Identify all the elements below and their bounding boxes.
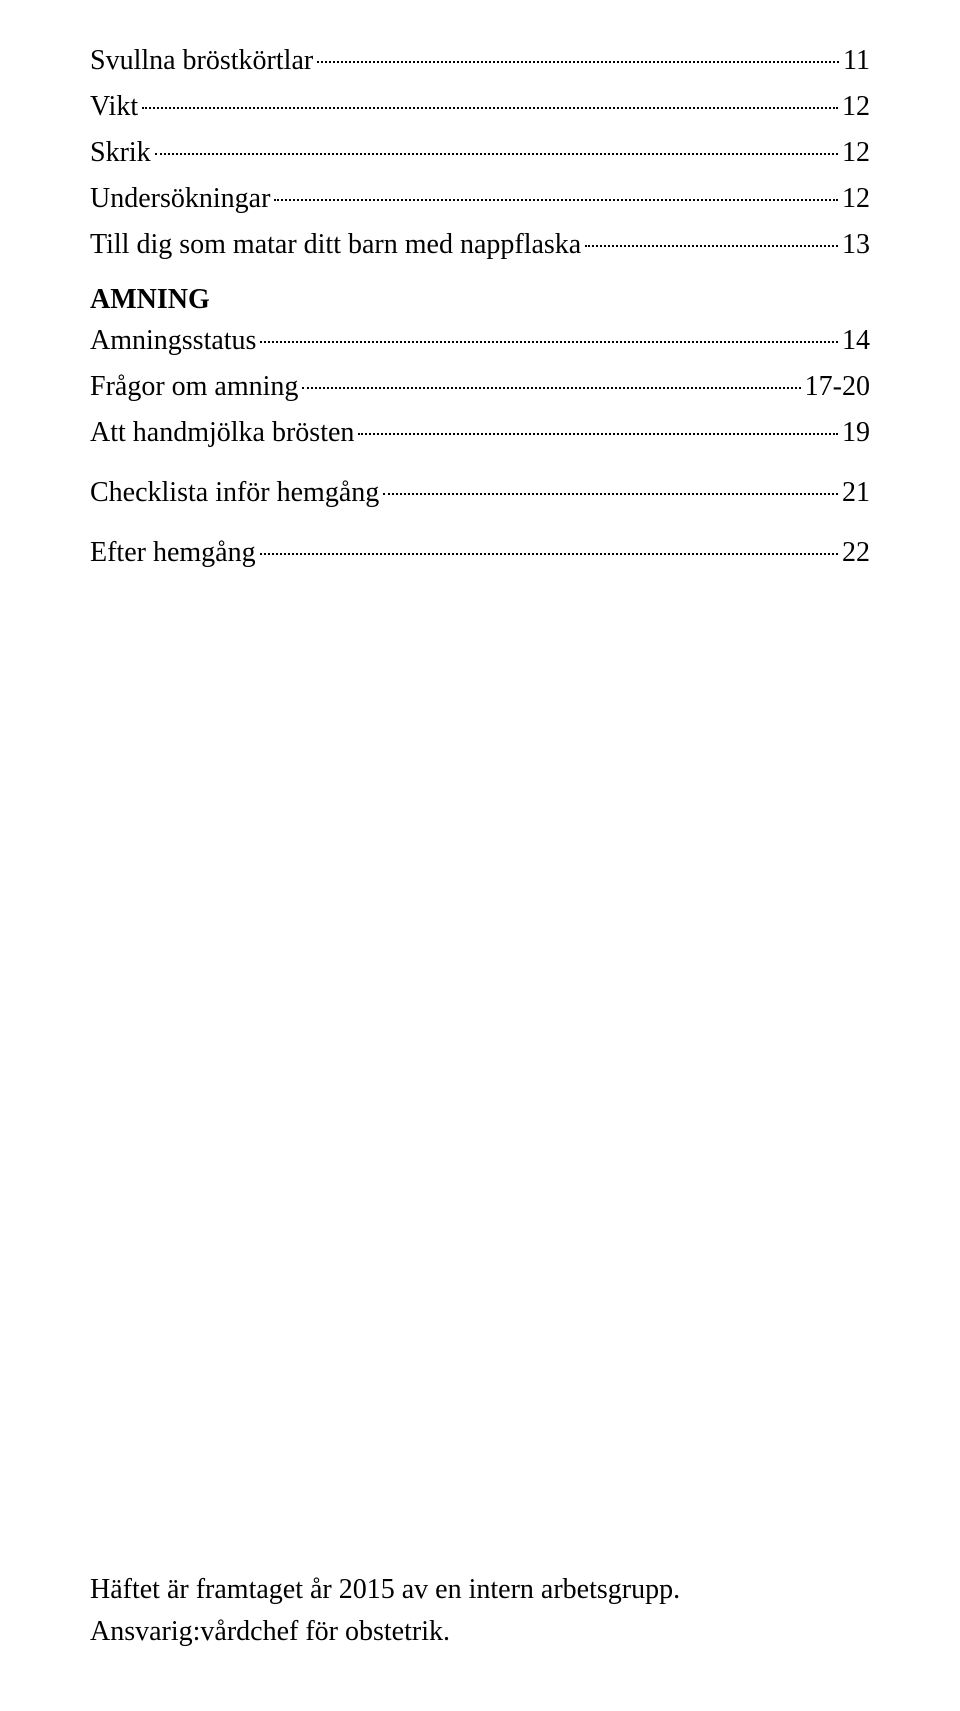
toc-leader-dots <box>585 245 838 247</box>
toc-page-number: 12 <box>842 86 870 128</box>
toc-label: Frågor om amning <box>90 366 298 408</box>
toc-leader-dots <box>383 493 838 495</box>
toc-entry: Vikt 12 <box>90 86 870 128</box>
toc-page-number: 12 <box>842 132 870 174</box>
toc-entry: Skrik 12 <box>90 132 870 174</box>
toc-label: Undersökningar <box>90 178 270 220</box>
toc-page-number: 22 <box>842 532 870 574</box>
toc-leader-dots <box>274 199 838 201</box>
toc-page-number: 17-20 <box>805 366 870 408</box>
section-heading-amning: AMNING <box>90 284 870 316</box>
toc-entry: Att handmjölka brösten 19 <box>90 412 870 454</box>
toc-entry: Undersökningar 12 <box>90 178 870 220</box>
toc-entry: Efter hemgång 22 <box>90 532 870 574</box>
toc-entry: Till dig som matar ditt barn med nappfla… <box>90 224 870 266</box>
toc-label: Till dig som matar ditt barn med nappfla… <box>90 224 581 266</box>
toc-label: Checklista inför hemgång <box>90 472 379 514</box>
toc-label: Vikt <box>90 86 138 128</box>
toc-block-4: Efter hemgång 22 <box>90 532 870 574</box>
toc-leader-dots <box>142 107 838 109</box>
toc-block-3: Checklista inför hemgång 21 <box>90 472 870 514</box>
toc-leader-dots <box>358 433 838 435</box>
toc-label: Att handmjölka brösten <box>90 412 354 454</box>
toc-page-number: 11 <box>843 40 870 82</box>
toc-leader-dots <box>260 553 838 555</box>
footer-line-1: Häftet är framtaget år 2015 av en intern… <box>90 1569 870 1611</box>
toc-entry: Amningsstatus 14 <box>90 320 870 362</box>
toc-page-number: 19 <box>842 412 870 454</box>
toc-label: Svullna bröstkörtlar <box>90 40 313 82</box>
footer-line-2: Ansvarig:vårdchef för obstetrik. <box>90 1611 870 1653</box>
toc-page-number: 12 <box>842 178 870 220</box>
toc-block-2: Amningsstatus 14 Frågor om amning 17-20 … <box>90 320 870 454</box>
toc-entry: Svullna bröstkörtlar 11 <box>90 40 870 82</box>
toc-page-number: 21 <box>842 472 870 514</box>
footer: Häftet är framtaget år 2015 av en intern… <box>90 1569 870 1653</box>
toc-entry: Checklista inför hemgång 21 <box>90 472 870 514</box>
toc-label: Skrik <box>90 132 151 174</box>
toc-leader-dots <box>155 153 838 155</box>
toc-label: Amningsstatus <box>90 320 256 362</box>
toc-label: Efter hemgång <box>90 532 256 574</box>
toc-leader-dots <box>260 341 838 343</box>
toc-block-1: Svullna bröstkörtlar 11 Vikt 12 Skrik 12… <box>90 40 870 266</box>
toc-page-number: 13 <box>842 224 870 266</box>
toc-entry: Frågor om amning 17-20 <box>90 366 870 408</box>
toc-page-number: 14 <box>842 320 870 362</box>
toc-leader-dots <box>317 61 839 63</box>
toc-leader-dots <box>302 387 800 389</box>
